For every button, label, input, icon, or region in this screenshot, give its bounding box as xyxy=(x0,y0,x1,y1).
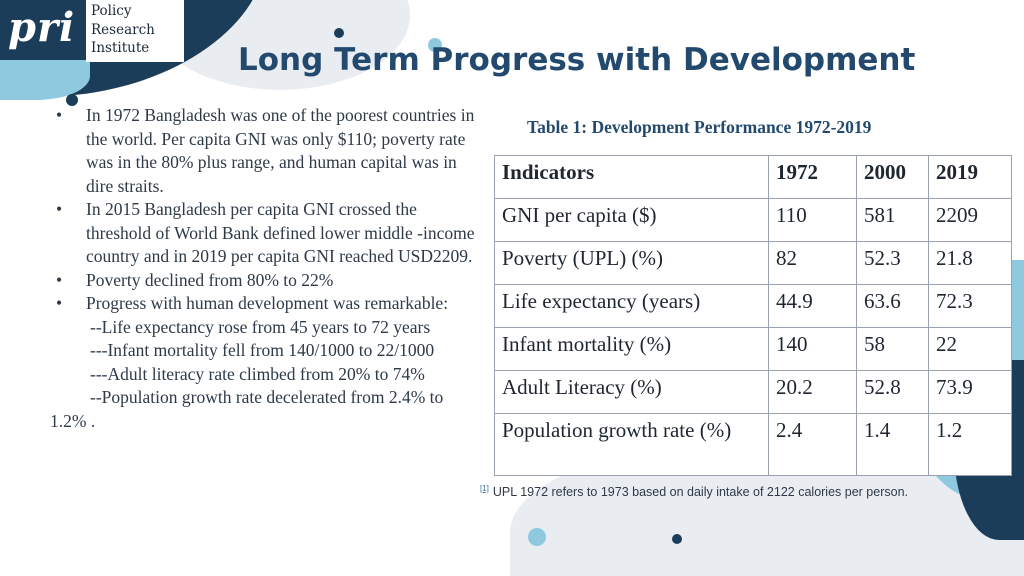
sub-point: ---Infant mortality fell from 140/1000 t… xyxy=(90,340,435,360)
table-row: Adult Literacy (%) 20.2 52.8 73.9 xyxy=(494,370,1012,414)
table-cell: Poverty (UPL) (%) xyxy=(494,241,769,285)
table-footnote: [1] UPL 1972 refers to 1973 based on dail… xyxy=(480,484,908,499)
table-cell: 581 xyxy=(856,198,929,242)
sub-point: --Population growth rate decelerated fro… xyxy=(50,387,444,431)
bullet-marker: • xyxy=(56,105,63,125)
bullet-marker: • xyxy=(56,269,63,290)
bullet-item: • In 1972 Bangladesh was one of the poore… xyxy=(56,105,475,196)
table-row: GNI per capita ($) 110 581 2209 xyxy=(494,198,1012,242)
development-table: Indicators 1972 2000 2019 GNI per capita… xyxy=(494,155,1012,476)
table-cell: 2.4 xyxy=(768,413,857,476)
table-cell: 1.2 xyxy=(928,413,1012,476)
decor-dot xyxy=(428,38,442,52)
table-cell: 21.8 xyxy=(928,241,1012,285)
decor-dot xyxy=(66,94,78,106)
header-cell: Indicators xyxy=(494,155,769,199)
bullet-list: • In 1972 Bangladesh was one of the poore… xyxy=(50,104,480,316)
table-cell: 52.3 xyxy=(856,241,929,285)
table-cell: Life expectancy (years) xyxy=(494,284,769,328)
table-cell: Adult Literacy (%) xyxy=(494,370,769,414)
table-cell: 82 xyxy=(768,241,857,285)
table-cell: 110 xyxy=(768,198,857,242)
table-cell: 22 xyxy=(928,327,1012,371)
logo-line: Institute xyxy=(91,40,150,56)
logo-text-box: Policy Research Institute xyxy=(86,0,184,62)
table-row: Life expectancy (years) 44.9 63.6 72.3 xyxy=(494,284,1012,328)
table-row: Population growth rate (%) 2.4 1.4 1.2 xyxy=(494,413,1012,476)
table-cell: 140 xyxy=(768,327,857,371)
sub-point: --Life expectancy rose from 45 years to … xyxy=(90,316,431,337)
table-cell: 58 xyxy=(856,327,929,371)
table-caption: Table 1: Development Performance 1972-20… xyxy=(527,117,872,137)
table-row: Poverty (UPL) (%) 82 52.3 21.8 xyxy=(494,241,1012,285)
bullet-marker: • xyxy=(56,199,63,219)
table-cell: 20.2 xyxy=(768,370,857,414)
table-cell: 72.3 xyxy=(928,284,1012,328)
table-cell: 63.6 xyxy=(856,284,929,328)
decor-dot xyxy=(334,28,344,38)
bullet-item: • Poverty declined from 80% to 22% xyxy=(50,269,480,293)
slide-title: Long Term Progress with Development xyxy=(238,42,916,78)
bullet-text-block: • In 1972 Bangladesh was one of the poore… xyxy=(50,104,480,433)
sub-point: ---Adult literacy rate climbed from 20% … xyxy=(90,363,425,384)
logo-line: Policy xyxy=(91,3,132,19)
bullet-item: • In 2015 Bangladesh per capita GNI cross… xyxy=(56,199,475,266)
table-cell: 2209 xyxy=(928,198,1012,242)
table-cell: 73.9 xyxy=(928,370,1012,414)
decor-dot xyxy=(528,528,546,546)
bullet-marker: • xyxy=(56,293,63,313)
logo-mark: pri xyxy=(8,4,76,51)
table-cell: 1.4 xyxy=(856,413,929,476)
header-cell: 2019 xyxy=(928,155,1012,199)
table-cell: GNI per capita ($) xyxy=(494,198,769,242)
header-cell: 1972 xyxy=(768,155,857,199)
table-cell: 44.9 xyxy=(768,284,857,328)
table-cell: Infant mortality (%) xyxy=(494,327,769,371)
table-cell: Population growth rate (%) xyxy=(494,413,769,476)
table-cell: 52.8 xyxy=(856,370,929,414)
logo-line: Research xyxy=(91,21,155,38)
footnote-marker-link[interactable]: [1] xyxy=(480,484,489,493)
decor-dot xyxy=(672,534,682,544)
table-header-row: Indicators 1972 2000 2019 xyxy=(494,155,1012,199)
header-cell: 2000 xyxy=(856,155,929,199)
bullet-item: • Progress with human development was rem… xyxy=(50,292,480,316)
footnote-text: UPL 1972 refers to 1973 based on daily i… xyxy=(492,485,908,500)
pri-logo: pri Policy Research Institute xyxy=(0,0,186,62)
table-row: Infant mortality (%) 140 58 22 xyxy=(494,327,1012,371)
